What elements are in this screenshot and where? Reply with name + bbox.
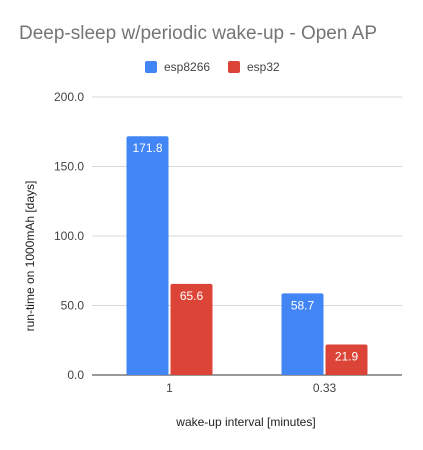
data-label: 21.9 (335, 350, 359, 364)
x-tick-label: 0.33 (313, 381, 337, 395)
bar-esp8266-0.33 (281, 293, 324, 375)
legend-swatch-esp32 (228, 61, 240, 73)
x-tick-label: 1 (166, 381, 173, 395)
data-label: 65.6 (180, 289, 204, 303)
bar-esp32-1 (170, 283, 213, 375)
data-label: 58.7 (291, 298, 315, 312)
y-tick-label: 50.0 (61, 299, 85, 313)
chart-title: Deep-sleep w/periodic wake-up - Open AP (19, 23, 377, 44)
x-axis-ticks: 1 0.33 (166, 381, 336, 395)
bars (126, 136, 368, 375)
legend-label-esp32: esp32 (247, 60, 280, 74)
bar-esp8266-1 (126, 136, 169, 375)
data-label: 171.8 (132, 141, 162, 155)
y-tick-label: 200.0 (54, 90, 84, 104)
x-axis-label: wake-up interval [minutes] (175, 415, 315, 429)
y-axis-label: run-time on 1000mAh [days] (23, 181, 37, 332)
legend-swatch-esp8266 (145, 61, 157, 73)
data-labels: 171.8 65.6 58.7 21.9 (132, 141, 358, 363)
y-axis-ticks: 0.0 50.0 100.0 150.0 200.0 (54, 90, 84, 382)
y-tick-label: 100.0 (54, 229, 84, 243)
bar-esp32-0.33 (325, 344, 368, 375)
legend: esp8266 esp32 (145, 60, 280, 74)
y-tick-label: 150.0 (54, 160, 84, 174)
legend-label-esp8266: esp8266 (164, 60, 210, 74)
y-tick-label: 0.0 (67, 368, 84, 382)
